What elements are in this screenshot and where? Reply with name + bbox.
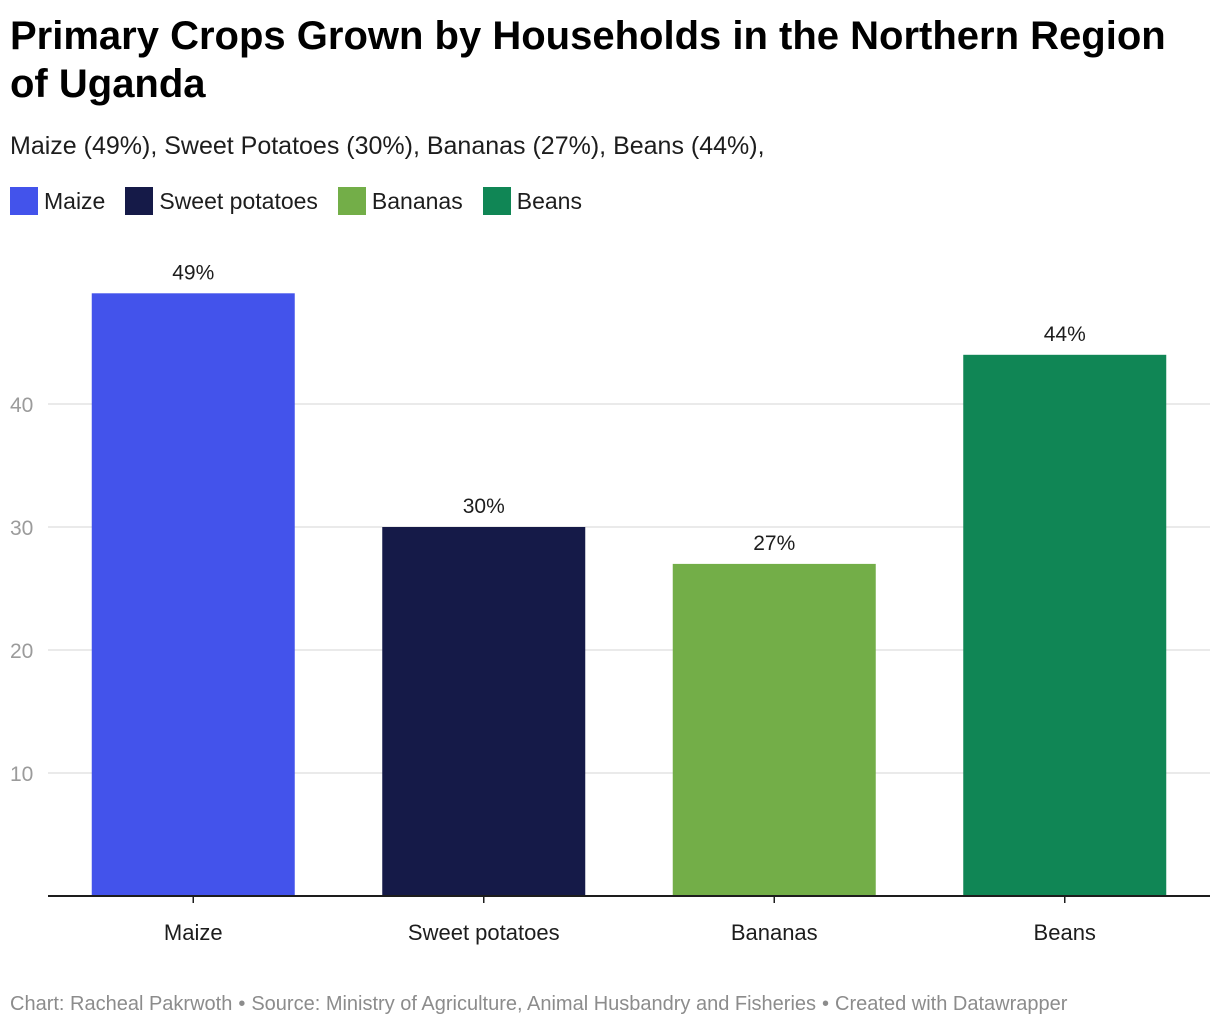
legend-swatch-maize: [10, 187, 38, 215]
bar: [382, 527, 586, 896]
y-tick-label: 20: [10, 640, 33, 663]
bars: 49% 30% 27% 44%: [91, 261, 1167, 896]
y-tick-label: 40: [10, 394, 33, 417]
legend-swatch-sweet-potatoes: [125, 187, 154, 215]
axes: Maize Sweet potatoes Bananas Beans: [48, 895, 1210, 945]
y-tick-label: 10: [10, 763, 33, 786]
bar: [672, 563, 876, 896]
chart-footer: Chart: Racheal Pakrwoth • Source: Ministry…: [10, 990, 1067, 1018]
x-tick-label: Sweet potatoes: [408, 920, 560, 945]
chart-title: Primary Crops Grown by Households in the…: [10, 14, 1166, 106]
data-label: 27%: [753, 532, 795, 555]
y-tick-label: 30: [10, 517, 33, 540]
legend-label-bananas: Bananas: [371, 188, 463, 214]
legend-item-maize: Maize: [10, 186, 105, 216]
footer-created-with: Created with Datawrapper: [835, 993, 1068, 1015]
legend-label-beans: Beans: [516, 188, 582, 214]
bar-chart: 10 20 30 40 49% 30% 27% 44% Maize Sweet potatoe…: [10, 261, 1210, 945]
chart-legend: Maize Sweet potatoes Bananas Beans: [10, 186, 602, 216]
x-tick-label: Beans: [1034, 920, 1096, 945]
footer-separator: •: [822, 993, 830, 1015]
legend-label-sweet-potatoes: Sweet potatoes: [159, 188, 318, 214]
footer-credit: Chart: Racheal Pakrwoth: [10, 993, 233, 1015]
legend-item-sweet-potatoes: Sweet potatoes: [125, 186, 318, 216]
x-tick-label: Maize: [164, 920, 223, 945]
data-label: 49%: [172, 261, 214, 284]
bar: [91, 293, 295, 896]
x-tick-label: Bananas: [731, 920, 818, 945]
footer-separator: •: [238, 993, 246, 1015]
data-label: 44%: [1044, 323, 1086, 346]
legend-swatch-bananas: [337, 187, 366, 215]
data-label: 30%: [463, 495, 505, 518]
footer-source: Source: Ministry of Agriculture, Animal …: [251, 993, 817, 1015]
bar: [963, 354, 1167, 896]
legend-item-beans: Beans: [482, 186, 582, 216]
chart-subtitle: Maize (49%), Sweet Potatoes (30%), Banan…: [10, 132, 765, 160]
legend-item-bananas: Bananas: [337, 186, 463, 216]
legend-label-maize: Maize: [44, 188, 106, 214]
legend-swatch-beans: [482, 187, 511, 215]
